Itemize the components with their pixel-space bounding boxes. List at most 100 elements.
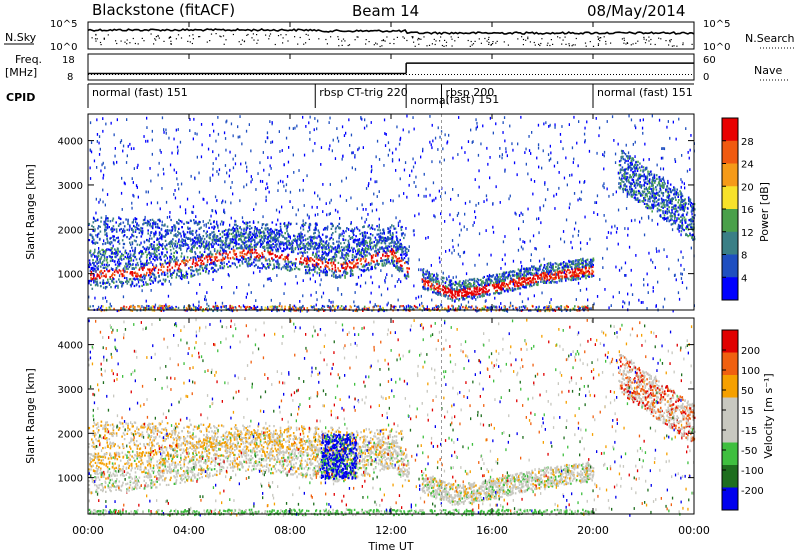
nsearch-point bbox=[241, 39, 243, 41]
power-echo-point bbox=[403, 257, 406, 260]
nsearch-point bbox=[210, 33, 213, 35]
power-echo-point bbox=[149, 254, 151, 257]
power-echo-point bbox=[203, 237, 206, 241]
power-echo-point bbox=[581, 266, 584, 269]
power-echo-point bbox=[368, 263, 371, 267]
power-echo-point bbox=[505, 271, 508, 274]
power-echo-point bbox=[184, 240, 186, 243]
power-echo-point bbox=[203, 257, 206, 260]
power-echo-point bbox=[386, 247, 389, 250]
power-echo-point bbox=[542, 280, 545, 284]
power-echo-point bbox=[392, 254, 395, 257]
power-echo-point bbox=[138, 228, 140, 231]
nsearch-point bbox=[671, 45, 673, 47]
power-echo-point bbox=[234, 228, 236, 231]
power-echo-point bbox=[175, 246, 178, 249]
power-echo-point bbox=[448, 289, 450, 292]
nsearch-point bbox=[198, 36, 200, 38]
power-echo-point bbox=[121, 281, 124, 284]
power-echo-point bbox=[322, 228, 325, 231]
power-echo-point bbox=[668, 194, 671, 197]
power-echo-point bbox=[395, 231, 398, 234]
power-echo-point bbox=[374, 267, 377, 270]
power-echo-point bbox=[166, 272, 169, 275]
power-echo-point bbox=[169, 274, 172, 277]
power-echo-point bbox=[158, 243, 161, 246]
power-echo-point bbox=[545, 274, 548, 277]
power-echo-point bbox=[620, 183, 622, 186]
power-echo-point bbox=[501, 273, 504, 276]
power-echo-point bbox=[245, 247, 248, 250]
power-echo-point bbox=[224, 246, 227, 249]
power-echo-point bbox=[89, 262, 91, 265]
power-echo-point bbox=[347, 249, 349, 252]
nsearch-point bbox=[168, 36, 171, 39]
power-echo-point bbox=[639, 162, 641, 165]
power-echo-point bbox=[352, 248, 354, 251]
power-echo-point bbox=[207, 221, 210, 225]
power-echo-point bbox=[245, 223, 247, 226]
power-echo-point bbox=[531, 268, 534, 272]
power-echo-point bbox=[238, 243, 240, 246]
power-echo-point bbox=[360, 251, 363, 255]
power-echo-point bbox=[634, 186, 637, 189]
power-echo-point bbox=[344, 274, 346, 277]
power-echo-point bbox=[153, 220, 155, 223]
nsearch-point bbox=[115, 40, 117, 42]
power-echo-point bbox=[334, 252, 336, 255]
power-echo-point bbox=[264, 235, 266, 238]
power-echo-point bbox=[501, 282, 503, 285]
power-echo-point bbox=[574, 267, 577, 270]
power-echo-point bbox=[578, 271, 581, 275]
power-echo-point bbox=[350, 273, 352, 276]
power-echo-point bbox=[296, 245, 299, 248]
power-echo-point bbox=[655, 204, 657, 207]
power-echo-point bbox=[306, 255, 309, 258]
power-echo-point bbox=[343, 266, 345, 270]
power-echo-point bbox=[233, 241, 236, 244]
power-echo-point bbox=[92, 237, 94, 240]
power-echo-point bbox=[465, 286, 468, 290]
power-echo-point bbox=[311, 253, 314, 256]
power-echo-point bbox=[159, 237, 161, 240]
power-echo-point bbox=[108, 264, 110, 267]
power-echo-point bbox=[271, 249, 274, 252]
power-echo-point bbox=[558, 263, 561, 266]
power-echo-point bbox=[554, 262, 557, 265]
power-echo-point bbox=[147, 283, 149, 286]
power-echo-point bbox=[172, 271, 174, 275]
power-echo-point bbox=[274, 233, 276, 236]
power-echo-point bbox=[140, 273, 142, 277]
power-echo-point bbox=[400, 242, 402, 245]
power-echo-point bbox=[94, 268, 96, 271]
power-echo-point bbox=[407, 275, 410, 278]
power-echo-point bbox=[381, 262, 384, 265]
power-echo-point bbox=[627, 179, 630, 182]
power-echo-point bbox=[164, 223, 166, 226]
power-echo-point bbox=[495, 278, 498, 281]
power-echo-point bbox=[504, 276, 506, 279]
power-echo-point bbox=[692, 220, 694, 223]
power-echo-point bbox=[547, 263, 549, 266]
power-echo-point bbox=[565, 275, 568, 278]
power-echo-point bbox=[337, 261, 340, 264]
power-echo-point bbox=[111, 259, 114, 262]
power-echo-point bbox=[288, 247, 291, 250]
power-echo-point bbox=[286, 225, 289, 228]
power-echo-point bbox=[380, 241, 383, 244]
power-echo-point bbox=[198, 236, 200, 239]
power-echo-point bbox=[647, 204, 650, 207]
power-echo-point bbox=[350, 229, 352, 232]
power-echo-point bbox=[358, 229, 361, 232]
nsky-tick-top: 10^5 bbox=[50, 19, 77, 30]
power-echo-point bbox=[503, 282, 506, 285]
power-echo-point bbox=[341, 266, 343, 269]
power-echo-point bbox=[145, 256, 148, 259]
power-echo-point bbox=[402, 250, 404, 253]
power-echo-point bbox=[529, 283, 532, 286]
nsearch-point bbox=[669, 41, 671, 43]
nsearch-point bbox=[341, 40, 343, 42]
power-echo-point bbox=[278, 266, 280, 269]
power-echo-point bbox=[266, 244, 268, 247]
power-echo-point bbox=[525, 285, 527, 288]
